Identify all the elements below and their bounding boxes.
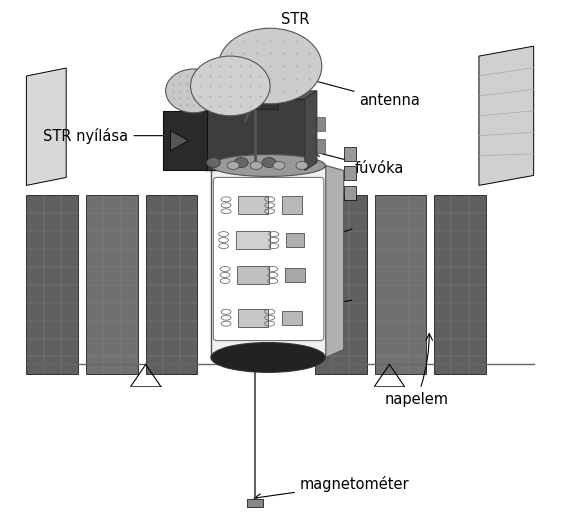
Text: magnetométer: magnetométer — [254, 476, 409, 500]
Ellipse shape — [211, 154, 325, 177]
Bar — [307, 117, 325, 131]
Bar — [307, 139, 325, 153]
Ellipse shape — [206, 157, 221, 167]
Bar — [162, 111, 207, 170]
Ellipse shape — [190, 56, 270, 116]
Text: antenna: antenna — [274, 68, 421, 108]
Bar — [282, 196, 302, 214]
Bar — [238, 196, 268, 214]
Bar — [247, 499, 263, 507]
Bar — [237, 266, 269, 284]
Ellipse shape — [296, 162, 308, 169]
Bar — [211, 166, 326, 357]
Ellipse shape — [166, 69, 221, 113]
Bar — [146, 195, 197, 375]
Polygon shape — [205, 91, 317, 99]
Ellipse shape — [211, 155, 325, 176]
Bar — [286, 233, 304, 247]
Bar — [374, 195, 426, 375]
Ellipse shape — [250, 162, 262, 169]
Ellipse shape — [234, 157, 248, 167]
Bar — [344, 186, 356, 200]
Bar — [238, 309, 268, 327]
Bar — [235, 231, 270, 249]
Ellipse shape — [227, 162, 239, 169]
Bar — [205, 99, 305, 170]
Bar — [217, 180, 321, 338]
Text: STR: STR — [267, 12, 309, 58]
Polygon shape — [170, 131, 189, 151]
Ellipse shape — [273, 162, 285, 169]
Bar — [434, 195, 486, 375]
Bar — [26, 195, 78, 375]
Text: napelem: napelem — [384, 334, 449, 407]
Text: fúvóka: fúvóka — [314, 150, 404, 176]
Bar — [315, 195, 367, 375]
Ellipse shape — [218, 28, 322, 104]
Bar — [285, 268, 304, 282]
Bar — [344, 147, 356, 161]
Polygon shape — [26, 68, 66, 185]
Bar — [344, 166, 356, 180]
Bar — [229, 97, 278, 109]
Bar — [86, 195, 138, 375]
Ellipse shape — [211, 342, 325, 372]
Text: STR nyílása: STR nyílása — [43, 127, 172, 143]
Bar — [282, 311, 302, 325]
Ellipse shape — [262, 157, 276, 167]
Polygon shape — [326, 166, 344, 357]
FancyBboxPatch shape — [213, 178, 324, 340]
Polygon shape — [305, 91, 317, 170]
Polygon shape — [479, 46, 534, 185]
